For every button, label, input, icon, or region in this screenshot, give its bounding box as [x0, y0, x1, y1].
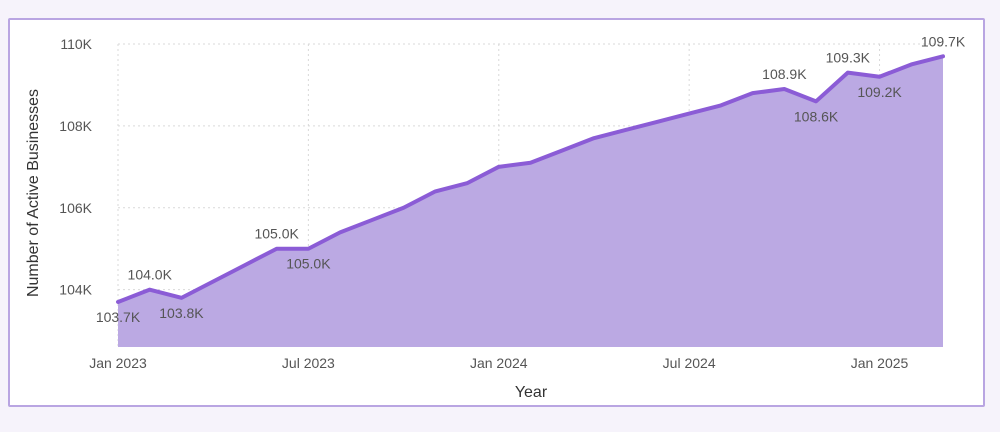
data-label: 109.3K	[826, 50, 871, 66]
data-label: 105.0K	[286, 256, 331, 272]
data-label: 109.2K	[857, 84, 902, 100]
x-tick-label: Jan 2025	[851, 355, 909, 371]
data-label: 103.8K	[159, 305, 204, 321]
data-labels: 103.7K 104.0K 103.8K 105.0K 105.0K 108.9K 108.…	[96, 33, 966, 325]
x-tick-label: Jul 2023	[282, 355, 335, 371]
x-tick-label: Jul 2024	[663, 355, 716, 371]
data-label: 108.9K	[762, 66, 807, 82]
plot-area	[116, 54, 945, 347]
x-axis-ticks: Jan 2023 Jul 2023 Jan 2024 Jul 2024 Jan 2025	[89, 355, 908, 371]
data-label: 105.0K	[254, 226, 299, 242]
y-tick-label: 104K	[59, 282, 92, 298]
data-label: 103.7K	[96, 309, 141, 325]
x-axis-title: Year	[515, 384, 548, 401]
x-tick-label: Jan 2023	[89, 355, 147, 371]
data-label: 104.0K	[128, 267, 173, 283]
area-fill	[118, 56, 943, 347]
y-axis-title: Number of Active Businesses	[25, 89, 42, 297]
y-tick-label: 110K	[60, 36, 92, 52]
data-label: 109.7K	[921, 33, 966, 49]
data-label: 108.6K	[794, 108, 839, 124]
y-tick-label: 106K	[59, 200, 92, 216]
y-tick-label: 108K	[59, 118, 92, 134]
x-tick-label: Jan 2024	[470, 355, 528, 371]
y-axis-ticks: 104K 106K 108K 110K	[59, 36, 92, 298]
